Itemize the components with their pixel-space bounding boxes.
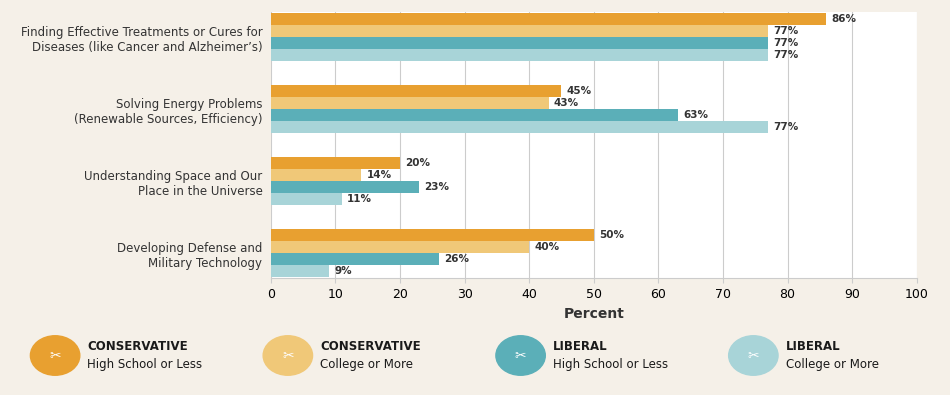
Text: ✕: ✕: [515, 349, 526, 362]
Text: College or More: College or More: [786, 358, 879, 371]
Text: 45%: 45%: [566, 86, 592, 96]
Text: 77%: 77%: [773, 50, 799, 60]
Text: 11%: 11%: [347, 194, 372, 204]
Bar: [271, 265, 329, 277]
Bar: [271, 37, 769, 49]
Text: 9%: 9%: [334, 266, 352, 276]
Text: 50%: 50%: [598, 230, 624, 240]
Text: High School or Less: High School or Less: [553, 358, 668, 371]
Text: LIBERAL: LIBERAL: [553, 340, 608, 353]
Text: ✕: ✕: [49, 349, 61, 362]
Bar: [271, 13, 826, 25]
Bar: [271, 109, 677, 121]
Text: 63%: 63%: [683, 110, 708, 120]
Text: 40%: 40%: [534, 242, 560, 252]
Text: 77%: 77%: [773, 26, 799, 36]
Text: 77%: 77%: [773, 38, 799, 48]
Bar: [271, 169, 361, 181]
Text: ✂: ✂: [515, 348, 526, 363]
Text: 86%: 86%: [831, 14, 857, 24]
Text: ✂: ✂: [282, 348, 294, 363]
Text: 77%: 77%: [773, 122, 799, 132]
Text: ✕: ✕: [748, 349, 759, 362]
Bar: [271, 97, 548, 109]
X-axis label: Percent: Percent: [563, 307, 624, 321]
Text: 14%: 14%: [367, 170, 391, 180]
Bar: [271, 157, 400, 169]
Text: CONSERVATIVE: CONSERVATIVE: [320, 340, 421, 353]
Text: College or More: College or More: [320, 358, 413, 371]
Text: CONSERVATIVE: CONSERVATIVE: [87, 340, 188, 353]
Text: ✕: ✕: [282, 349, 294, 362]
Bar: [271, 229, 594, 241]
Bar: [271, 121, 769, 133]
Bar: [271, 49, 769, 61]
Text: ✂: ✂: [748, 348, 759, 363]
Text: ✕: ✕: [282, 349, 294, 362]
Bar: [271, 25, 769, 37]
Bar: [271, 241, 529, 253]
Text: ✕: ✕: [748, 349, 759, 362]
Text: ✂: ✂: [49, 348, 61, 363]
Text: ✕: ✕: [515, 349, 526, 362]
Bar: [271, 181, 419, 193]
Text: 23%: 23%: [425, 182, 449, 192]
Bar: [271, 193, 342, 205]
Text: ✕: ✕: [49, 349, 61, 362]
Text: 43%: 43%: [554, 98, 579, 108]
Bar: [271, 85, 561, 97]
Text: LIBERAL: LIBERAL: [786, 340, 840, 353]
Text: 26%: 26%: [444, 254, 469, 264]
Text: 20%: 20%: [405, 158, 430, 168]
Bar: [271, 253, 439, 265]
Text: High School or Less: High School or Less: [87, 358, 202, 371]
